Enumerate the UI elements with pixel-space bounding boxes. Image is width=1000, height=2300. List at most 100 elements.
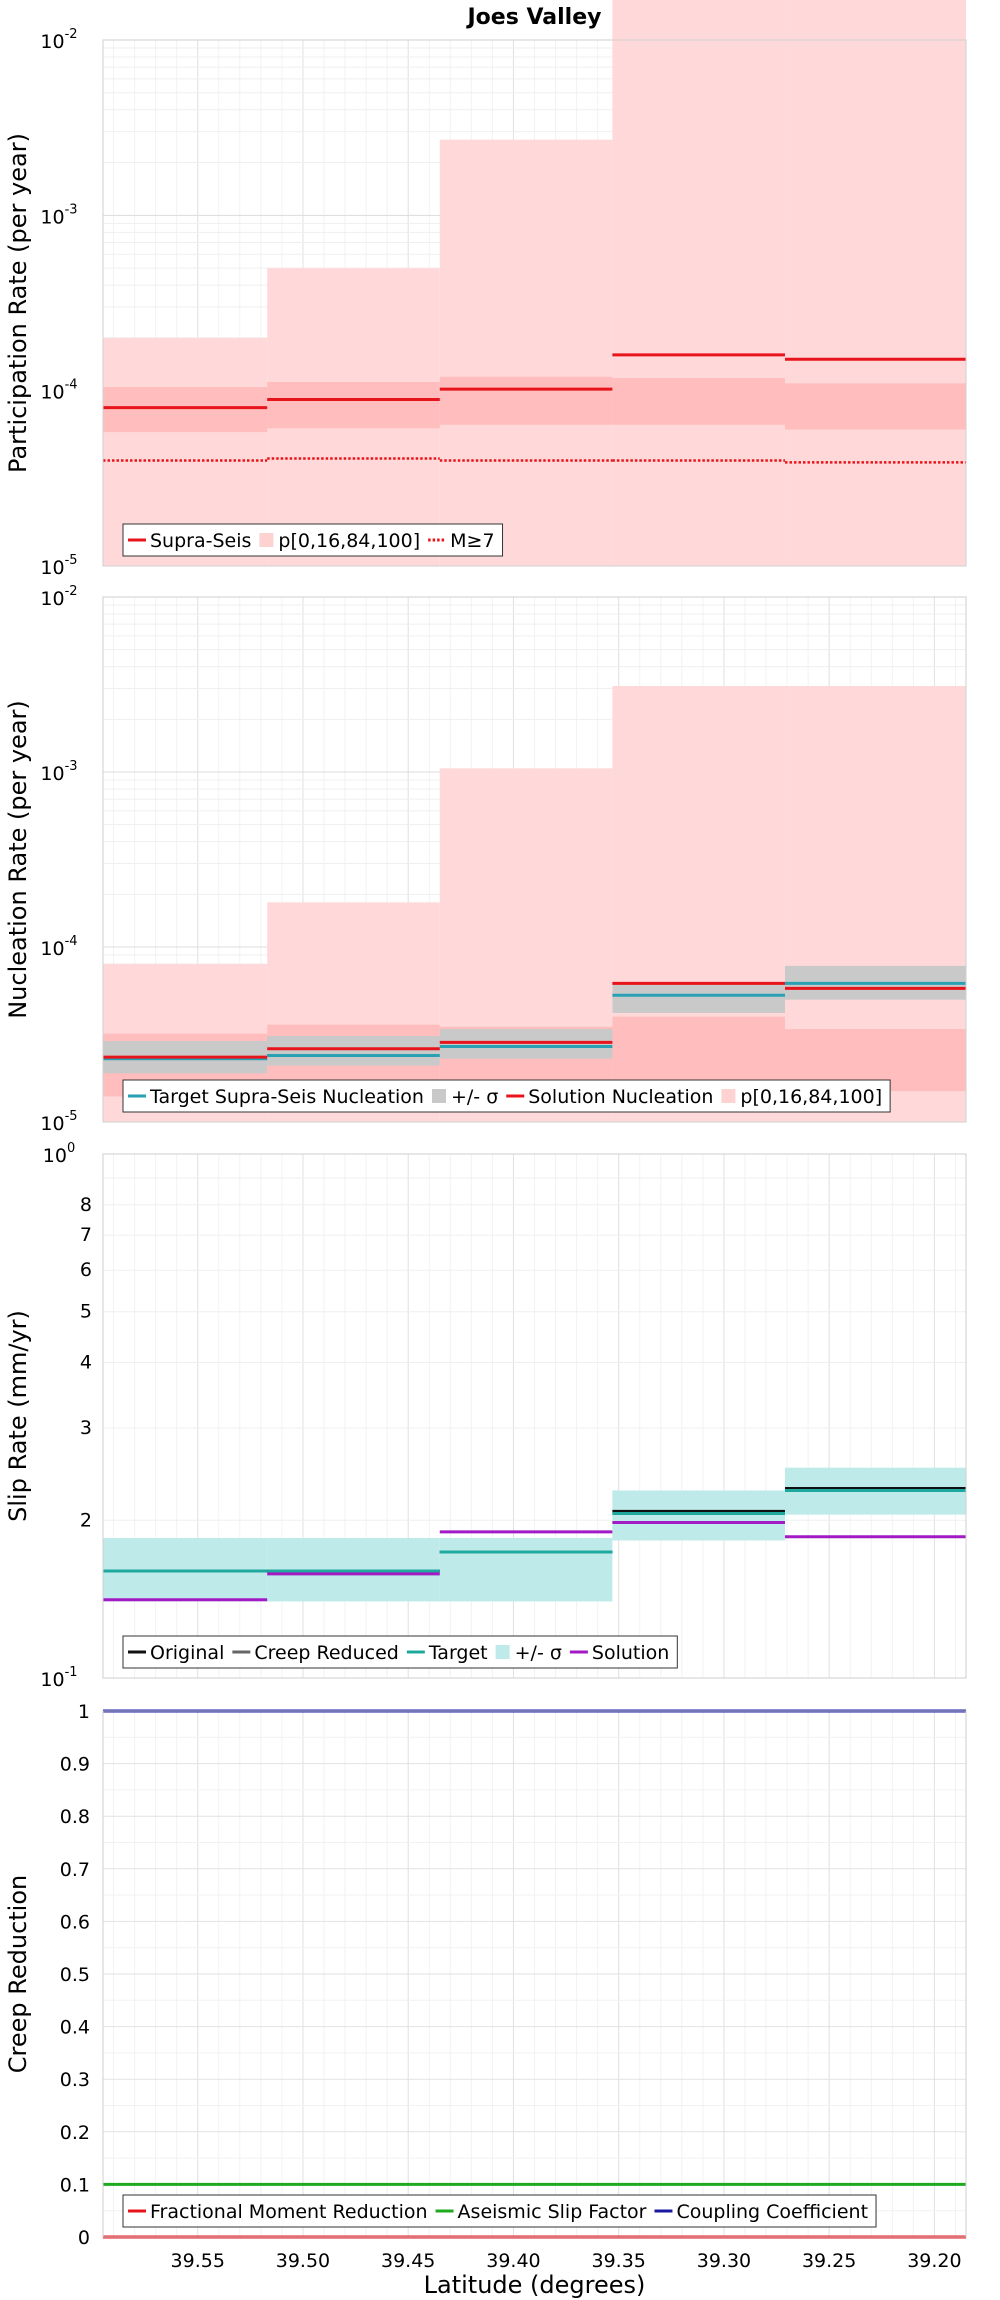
- y-tick-label: 0.7: [60, 1859, 90, 1881]
- y-tick-label: 0.1: [60, 2174, 90, 2196]
- band-p0-100: [439, 139, 613, 567]
- x-tick-label: 39.50: [276, 2250, 330, 2272]
- legend-box: [122, 2194, 877, 2228]
- y-axis-label: Nucleation Rate (per year): [4, 700, 32, 1019]
- legend-label: Target: [428, 1642, 488, 1664]
- y-tick-label: 10-3: [40, 202, 77, 228]
- y-tick-label: 0.8: [60, 1806, 90, 1828]
- legend-label: Creep Reduced: [254, 1642, 398, 1664]
- y-tick-exponent: -5: [65, 553, 78, 568]
- legend: Original Creep Reduced Target +/- σ Solution: [122, 1635, 678, 1669]
- x-tick-label: 39.45: [381, 2250, 435, 2272]
- y-tick-exponent: -2: [65, 27, 78, 42]
- legend-label: M≥7: [450, 530, 494, 552]
- plot-frame: [102, 1153, 967, 1679]
- plot-frame: [102, 39, 967, 567]
- x-axis-label: Latitude (degrees): [424, 2271, 646, 2299]
- y-tick-exponent: -1: [65, 1665, 78, 1680]
- y-axis-label: Creep Reduction: [4, 1875, 32, 2073]
- y-tick-exponent: -3: [65, 759, 78, 774]
- y-tick-exponent: -2: [65, 584, 78, 599]
- y-tick-label: 5: [80, 1301, 92, 1323]
- legend-label: +/- σ: [515, 1642, 562, 1664]
- y-tick-base: 10: [40, 588, 64, 610]
- legend-label: p[0,16,84,100]: [740, 1086, 882, 1108]
- band-p16-84: [612, 1016, 785, 1087]
- y-tick-label: 0.3: [60, 2069, 90, 2091]
- y-axis-label: Participation Rate (per year): [4, 133, 32, 473]
- y-tick-label: 10-1: [40, 1665, 77, 1691]
- plot-frame: [102, 596, 967, 1123]
- legend-label: Coupling Coefficient: [676, 2201, 868, 2223]
- band-sigma: [612, 1490, 785, 1541]
- legend-label: Fractional Moment Reduction: [150, 2201, 428, 2223]
- y-tick-label: 1: [78, 1701, 90, 1723]
- band-p16-84: [439, 376, 613, 425]
- y-tick-label: 0.9: [60, 1754, 90, 1776]
- band-sigma: [612, 982, 785, 1013]
- y-tick-label: 0.5: [60, 1964, 90, 1986]
- band-sigma: [439, 1538, 613, 1602]
- y-tick-label: 10-3: [40, 759, 77, 785]
- legend: Fractional Moment Reduction Aseismic Slip…: [122, 2194, 877, 2228]
- y-tick-label: 10-5: [40, 1109, 77, 1135]
- y-tick-label: 10-4: [40, 378, 77, 404]
- legend-label: Solution: [592, 1642, 669, 1664]
- band-sigma: [267, 1036, 440, 1066]
- y-tick-label: 4: [80, 1352, 92, 1374]
- y-tick-exponent: -3: [65, 202, 78, 217]
- y-tick-base: 10: [40, 763, 64, 785]
- legend-swatch: [431, 1089, 446, 1103]
- y-tick-label: 0.6: [60, 1911, 90, 1933]
- legend-label: p[0,16,84,100]: [278, 530, 420, 552]
- band-p16-84: [267, 382, 440, 429]
- y-tick-label: 7: [80, 1224, 92, 1246]
- y-tick-label: 0.4: [60, 2017, 90, 2039]
- x-tick-label: 39.30: [697, 2250, 751, 2272]
- y-tick-exponent: -4: [65, 378, 78, 393]
- legend-label: Supra-Seis: [150, 530, 251, 552]
- y-tick-exponent: -4: [65, 934, 78, 949]
- legend-swatch: [721, 1089, 736, 1103]
- chart-title: Joes Valley: [466, 5, 602, 30]
- legend-label: Original: [150, 1642, 224, 1664]
- y-tick-label: 8: [80, 1194, 92, 1216]
- y-axis-label: Slip Rate (mm/yr): [4, 1310, 32, 1522]
- y-tick-label: 100: [43, 1141, 75, 1167]
- legend: Supra-Seis p[0,16,84,100] M≥7: [122, 523, 504, 557]
- legend-swatch: [495, 1645, 510, 1659]
- x-tick-label: 39.55: [171, 2250, 225, 2272]
- band-p16-84: [103, 386, 268, 433]
- x-tick-label: 39.25: [802, 2250, 856, 2272]
- x-tick-label: 39.20: [907, 2250, 961, 2272]
- y-tick-base: 10: [40, 31, 64, 53]
- plot-frame: [102, 1710, 967, 2238]
- y-tick-label: 2: [80, 1509, 92, 1531]
- y-tick-label: 0.2: [60, 2122, 90, 2144]
- legend-label: +/- σ: [451, 1086, 498, 1108]
- legend-label: Solution Nucleation: [528, 1086, 713, 1108]
- y-tick-exponent: -5: [65, 1109, 78, 1124]
- y-tick-exponent: 0: [67, 1141, 75, 1156]
- legend-label: Aseismic Slip Factor: [458, 2201, 647, 2223]
- band-p16-84: [784, 383, 966, 430]
- y-tick-base: 10: [43, 1145, 67, 1167]
- band-p0-100: [612, 0, 785, 567]
- y-tick-label: 10-2: [40, 584, 77, 610]
- band-p16-84: [612, 378, 785, 425]
- y-tick-base: 10: [40, 557, 64, 579]
- band-p0-100: [784, 0, 966, 567]
- y-tick-label: 6: [80, 1259, 92, 1281]
- y-tick-base: 10: [40, 206, 64, 228]
- panel-4: 0 0.1 0.2 0.3 0.4 0.5 0.6 0.7 0.8 0.9 1 39.55 39.50 3…: [4, 1701, 967, 2299]
- legend-label: Target Supra-Seis Nucleation: [149, 1086, 424, 1108]
- legend-swatch: [259, 533, 274, 547]
- y-tick-base: 10: [40, 938, 64, 960]
- y-tick-label: 0: [78, 2227, 90, 2249]
- y-tick-base: 10: [40, 1669, 64, 1691]
- y-tick-label: 10-4: [40, 934, 77, 960]
